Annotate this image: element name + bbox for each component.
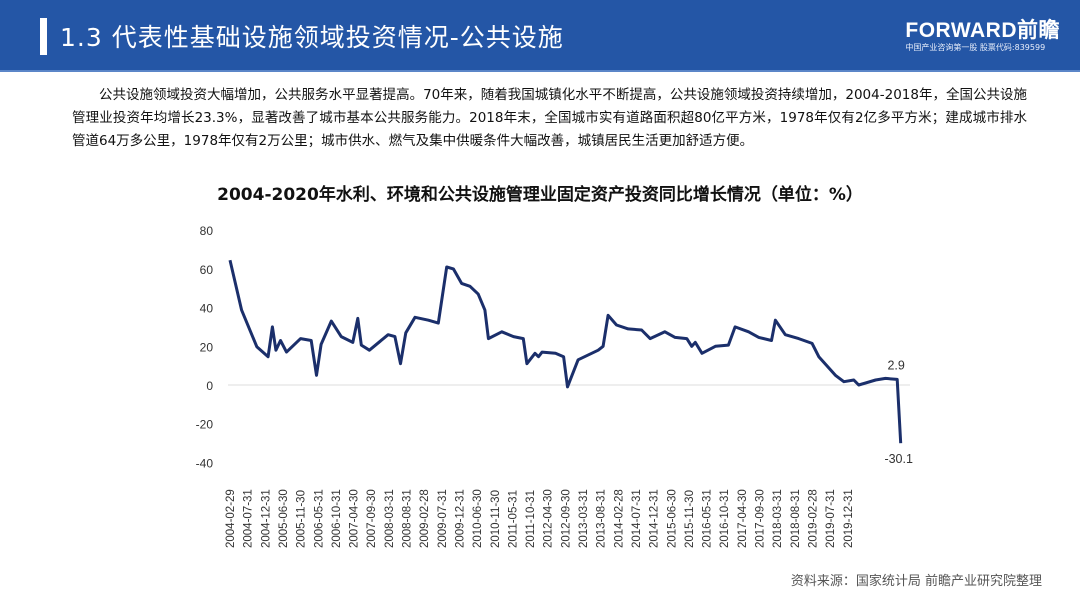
page-title: 1.3 代表性基础设施领域投资情况-公共设施	[60, 23, 564, 52]
x-tick-label: 2012-04-30	[543, 489, 555, 548]
x-tick-label: 2014-07-31	[631, 489, 643, 548]
x-tick-label: 2019-07-31	[825, 489, 837, 548]
x-tick-label: 2014-12-31	[649, 489, 661, 548]
x-tick-label: 2018-08-31	[790, 489, 802, 548]
chart-title: 2004-2020年水利、环境和公共设施管理业固定资产投资同比增长情况（单位：%…	[217, 185, 863, 205]
y-tick-label: 60	[200, 263, 214, 277]
x-tick-label: 2013-08-31	[596, 489, 608, 548]
x-tick-label: 2018-03-31	[772, 489, 784, 548]
x-tick-label: 2006-05-31	[313, 489, 325, 548]
series-line	[228, 259, 903, 444]
y-tick-label: 0	[206, 379, 213, 393]
x-tick-label: 2017-09-30	[755, 489, 767, 548]
x-tick-label: 2009-02-28	[419, 489, 431, 548]
x-tick-label: 2004-12-31	[260, 489, 272, 548]
x-tick-label: 2009-12-31	[454, 489, 466, 548]
x-tick-label: 2016-05-31	[702, 489, 714, 548]
data-label: -30.1	[884, 452, 913, 466]
x-tick-label: 2007-04-30	[349, 489, 361, 548]
x-tick-label: 2006-10-31	[331, 489, 343, 548]
x-tick-label: 2019-02-28	[807, 489, 819, 548]
x-tick-label: 2011-05-31	[507, 490, 519, 548]
forward-logo: FORWARD前瞻 中国产业咨询第一股 股票代码:839599	[905, 20, 1060, 54]
data-label: 2.9	[887, 358, 904, 372]
logo-subtitle: 中国产业咨询第一股 股票代码:839599	[905, 43, 1046, 52]
x-tick-label: 2011-10-31	[525, 490, 537, 548]
x-tick-label: 2010-06-30	[472, 489, 484, 548]
x-tick-label: 2008-03-31	[384, 489, 396, 548]
x-tick-label: 2009-07-31	[437, 489, 449, 548]
x-tick-label: 2015-11-30	[684, 490, 696, 548]
y-tick-label: -20	[196, 418, 214, 432]
x-tick-label: 2019-12-31	[843, 489, 855, 548]
source-note: 资料来源：国家统计局 前瞻产业研究院整理	[790, 574, 1042, 589]
x-tick-label: 2017-04-30	[737, 489, 749, 548]
y-tick-label: -40	[196, 456, 214, 470]
y-tick-label: 40	[200, 302, 214, 316]
x-tick-label: 2004-07-31	[243, 489, 255, 548]
x-tick-label: 2016-10-31	[719, 489, 731, 548]
x-tick-label: 2004-02-29	[225, 489, 237, 548]
x-tick-label: 2015-06-30	[666, 489, 678, 548]
x-tick-label: 2007-09-30	[366, 489, 378, 548]
x-tick-label: 2010-11-30	[490, 490, 502, 548]
x-tick-label: 2014-02-28	[613, 489, 625, 548]
logo-brand: FORWARD前瞻	[905, 19, 1060, 42]
x-tick-label: 2012-09-30	[560, 489, 572, 548]
x-tick-label: 2008-08-31	[402, 489, 414, 548]
intro-paragraph: 公共设施领域投资大幅增加，公共服务水平显著提高。70年来，随着我国城镇化水平不断…	[72, 87, 1027, 149]
title-accent-bar	[40, 18, 47, 55]
x-tick-label: 2013-03-31	[578, 489, 590, 548]
y-tick-label: 80	[200, 224, 214, 238]
x-tick-label: 2005-06-30	[278, 489, 290, 548]
x-tick-label: 2005-11-30	[296, 490, 308, 548]
y-tick-label: 20	[200, 340, 214, 354]
header-bar: 1.3 代表性基础设施领域投资情况-公共设施 FORWARD前瞻 中国产业咨询第…	[0, 0, 1080, 72]
